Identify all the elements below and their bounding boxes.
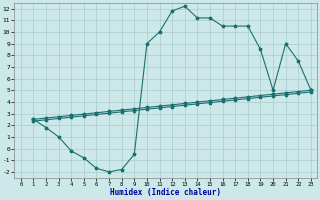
X-axis label: Humidex (Indice chaleur): Humidex (Indice chaleur) <box>110 188 221 197</box>
